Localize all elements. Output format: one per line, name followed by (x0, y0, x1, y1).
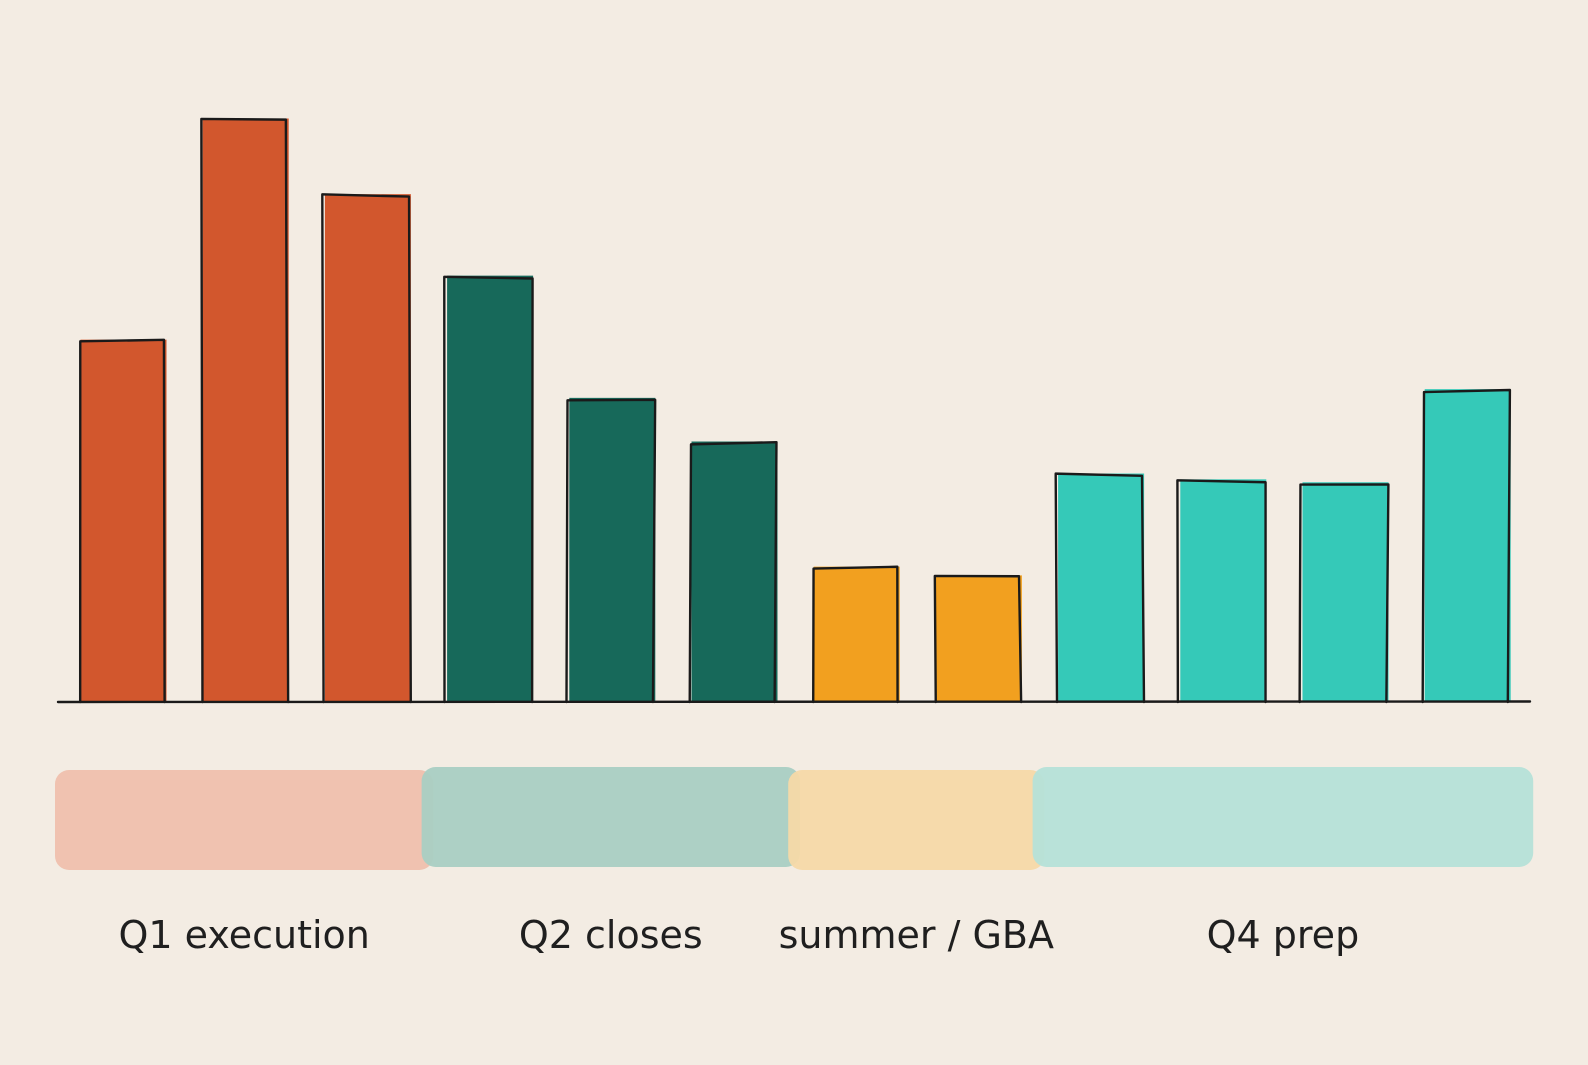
group-band-3 (788, 770, 1045, 870)
bar-2 (200, 117, 290, 704)
bar-fill (1424, 389, 1511, 703)
bar-fill (691, 441, 778, 703)
bar-8 (933, 574, 1023, 704)
bar-4 (443, 275, 534, 704)
bar-outline (565, 398, 657, 704)
bar-fill (80, 339, 167, 703)
group-band-1 (55, 770, 434, 870)
bar-outline (321, 193, 412, 704)
bands-layer (55, 767, 1534, 870)
bar-5 (565, 397, 657, 704)
bar-fill (1302, 482, 1389, 703)
group-label-3: summer / GBA (779, 913, 1054, 957)
bar-outline (1298, 483, 1390, 704)
labels-layer: Q1 execution Q2 closes summer / GBA Q4 prep (119, 913, 1360, 957)
bar-fill (569, 397, 656, 703)
bar-7 (812, 565, 900, 704)
bar-fill (324, 194, 411, 703)
bar-outline (688, 440, 778, 704)
bar-10 (1176, 479, 1267, 704)
bar-outline (812, 565, 899, 704)
bar-fill (1058, 473, 1145, 703)
baseline-layer (56, 700, 1532, 704)
bar-fill (202, 118, 289, 703)
group-label-1: Q1 execution (119, 913, 370, 957)
bar-fill (935, 575, 1022, 703)
bar-fill (813, 566, 900, 703)
bar-outline (933, 574, 1023, 704)
bar-outline (78, 338, 166, 704)
group-band-4 (1032, 767, 1534, 867)
bar-6 (688, 440, 778, 704)
x-axis-baseline (56, 700, 1532, 704)
bar-fill (1180, 479, 1267, 703)
bar-outline (1054, 472, 1146, 704)
group-label-4: Q4 prep (1207, 913, 1360, 957)
bar-1 (78, 338, 167, 704)
bar-9 (1054, 472, 1146, 704)
bar-outline (1421, 388, 1512, 704)
bar-fill (447, 275, 534, 703)
bar-12 (1421, 388, 1512, 704)
group-label-2: Q2 closes (519, 913, 703, 957)
bars-layer (78, 117, 1512, 704)
group-band-2 (421, 767, 800, 867)
bar-outline (1176, 479, 1267, 704)
bar-outline (200, 117, 290, 704)
bar-3 (321, 193, 412, 704)
bar-outline (443, 275, 534, 704)
bar-11 (1298, 482, 1390, 704)
